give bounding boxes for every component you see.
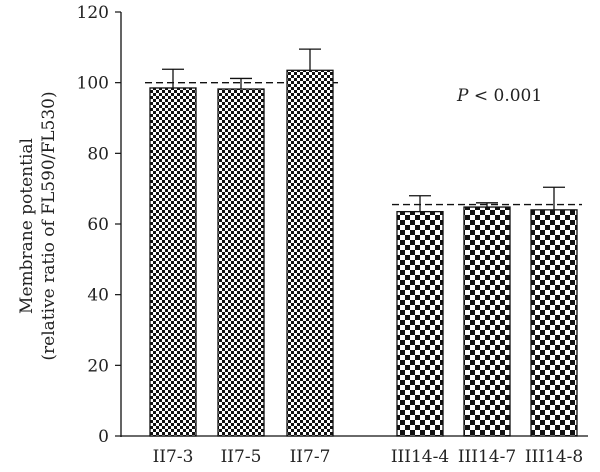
y-tick-label-0: 0 <box>98 427 109 447</box>
y-tick-label-40: 40 <box>87 286 109 306</box>
error-bars-layer <box>162 48 565 212</box>
y-tick-label-60: 60 <box>87 215 109 235</box>
bar-II7-7 <box>286 69 334 437</box>
axes-layer: 0 20 40 60 80 100 120 <box>77 3 588 447</box>
p-value-letter: P <box>456 86 469 106</box>
bar-III14-4 <box>396 210 444 437</box>
bar-II7-3 <box>149 87 197 437</box>
x-tick-label-III14-8: III14-8 <box>525 447 583 467</box>
x-tick-label-II7-5: II7-5 <box>221 447 262 467</box>
bar-II7-5 <box>217 88 265 437</box>
p-value-text: < 0.001 <box>468 86 542 106</box>
x-tick-label-III14-7: III14-7 <box>458 447 516 467</box>
y-tick-label-20: 20 <box>87 356 109 376</box>
x-tick-label-III14-4: III14-4 <box>391 447 449 467</box>
x-tick-label-II7-7: II7-7 <box>290 447 331 467</box>
y-axis-label-line1: Membrane potential <box>17 138 37 314</box>
x-tick-label-II7-3: II7-3 <box>153 447 194 467</box>
y-tick-label-120: 120 <box>77 3 109 23</box>
bars-layer <box>149 69 578 437</box>
bar-III14-7 <box>463 206 511 437</box>
y-axis-label: Membrane potential (relative ratio of FL… <box>17 91 59 360</box>
bar-III14-8 <box>530 209 578 437</box>
y-tick-label-80: 80 <box>87 144 109 164</box>
p-value-annotation: P < 0.001 <box>456 86 542 106</box>
y-axis-label-line2: (relative ratio of FL590/FL530) <box>39 91 59 360</box>
y-tick-label-100: 100 <box>77 74 109 94</box>
tick-labels-layer: II7-3 II7-5 II7-7 III14-4 III14-7 III14-8 <box>153 447 584 467</box>
